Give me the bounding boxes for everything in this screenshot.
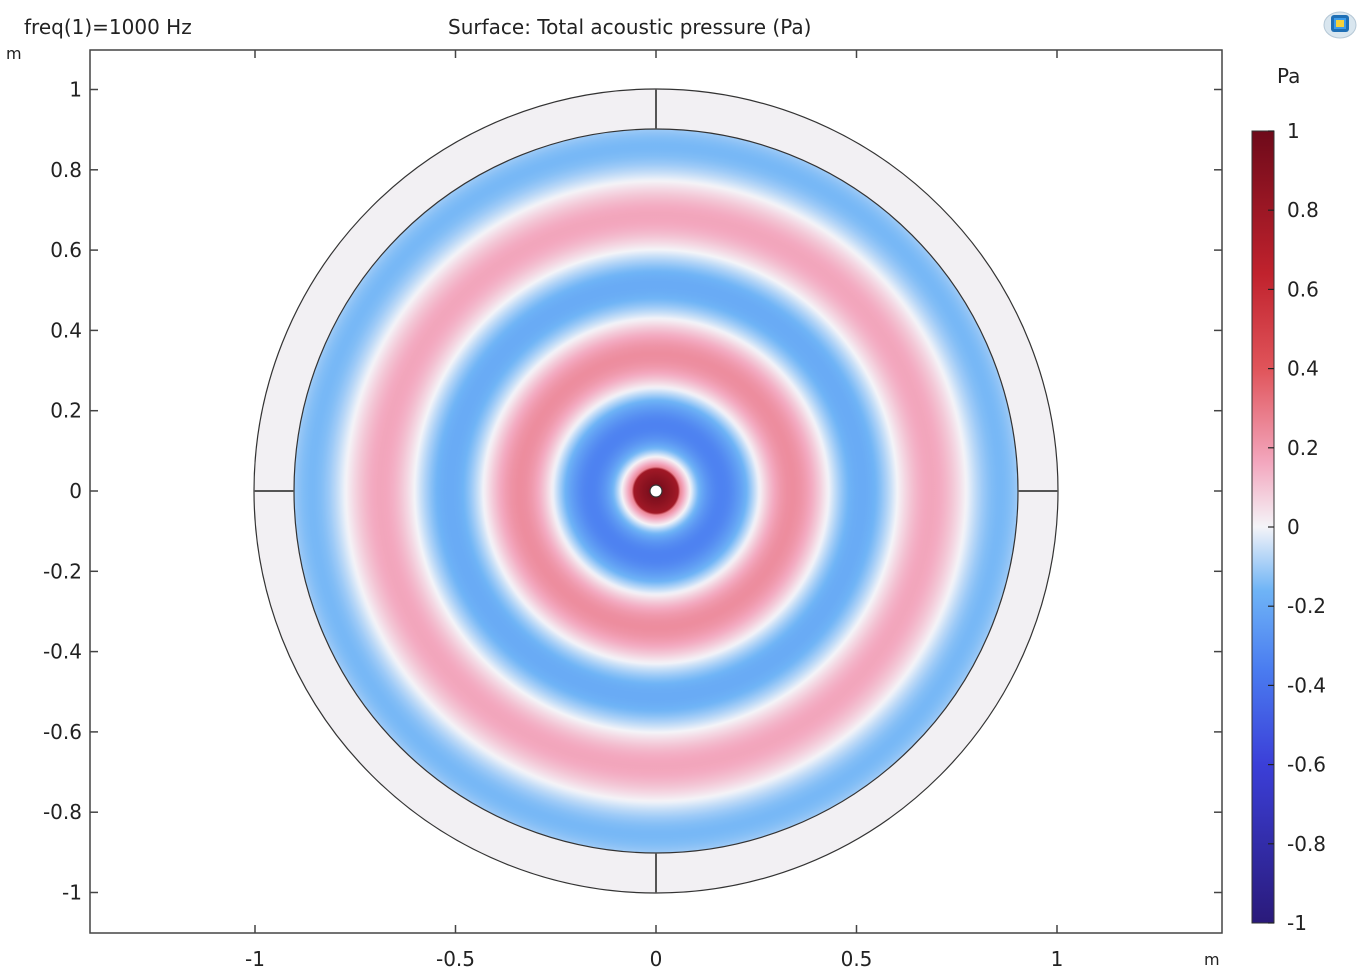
colorbar-tick-label: -0.8 bbox=[1287, 832, 1326, 856]
colorbar-ticks: 1 0.8 0.6 0.4 0.2 0 -0.2 -0.4 -0.6 -0.8 -1 bbox=[1268, 119, 1326, 935]
colorbar-tick-label: -1 bbox=[1287, 911, 1307, 935]
x-tick-label: 1 bbox=[1051, 947, 1064, 971]
y-tick-label: 0.2 bbox=[50, 399, 82, 423]
y-tick-label: -0.6 bbox=[43, 720, 82, 744]
colorbar-tick-label: 0.4 bbox=[1287, 357, 1319, 381]
y-tick-label: 0.4 bbox=[50, 318, 82, 342]
y-tick-label: 0 bbox=[69, 479, 82, 503]
y-tick-label: 0.8 bbox=[50, 158, 82, 182]
colorbar-tick-label: -0.2 bbox=[1287, 594, 1326, 618]
x-axis-unit: m bbox=[1204, 950, 1220, 969]
x-axis-ticks: -1 -0.5 0 0.5 1 bbox=[245, 50, 1063, 971]
comsol-logo-icon[interactable] bbox=[1322, 8, 1358, 40]
x-tick-label: 0.5 bbox=[841, 947, 873, 971]
parameter-label: freq(1)=1000 Hz bbox=[24, 15, 192, 39]
y-tick-label: 1 bbox=[69, 78, 82, 102]
colorbar-tick-label: -0.6 bbox=[1287, 753, 1326, 777]
colorbar-tick-label: 0.8 bbox=[1287, 198, 1319, 222]
y-tick-label: -0.4 bbox=[43, 640, 82, 664]
colorbar-unit: Pa bbox=[1277, 64, 1301, 88]
source-point bbox=[649, 484, 663, 498]
colorbar-tick-label: 0 bbox=[1287, 515, 1300, 539]
plot-title: Surface: Total acoustic pressure (Pa) bbox=[448, 15, 812, 39]
colorbar-tick-label: 0.2 bbox=[1287, 436, 1319, 460]
y-axis-unit: m bbox=[6, 44, 22, 63]
y-tick-label: 0.6 bbox=[50, 238, 82, 262]
y-axis-ticks: 1 0.8 0.6 0.4 0.2 0 -0.2 -0.4 -0.6 -0.8 -1 bbox=[43, 78, 1222, 905]
x-tick-label: 0 bbox=[650, 947, 663, 971]
y-tick-label: -0.2 bbox=[43, 559, 82, 583]
colorbar-tick-label: 0.6 bbox=[1287, 277, 1319, 301]
x-tick-label: -1 bbox=[245, 947, 265, 971]
colorbar-tick-label: 1 bbox=[1287, 119, 1300, 143]
colorbar-tick-label: -0.4 bbox=[1287, 673, 1326, 697]
x-tick-label: -0.5 bbox=[436, 947, 475, 971]
y-tick-label: -1 bbox=[62, 881, 82, 905]
y-tick-label: -0.8 bbox=[43, 800, 82, 824]
